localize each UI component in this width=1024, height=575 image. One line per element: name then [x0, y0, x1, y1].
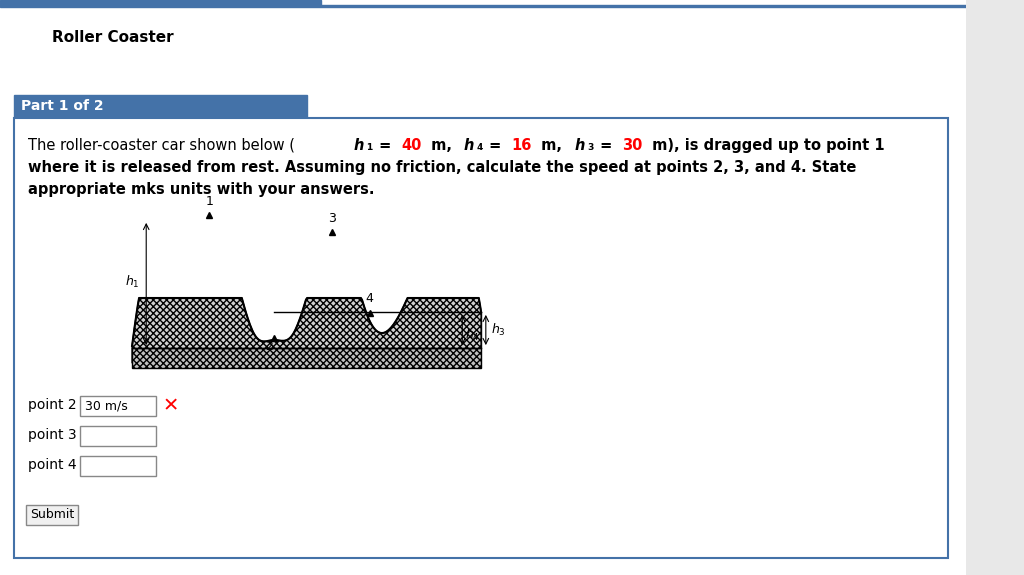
- Text: ₁: ₁: [366, 138, 373, 153]
- Text: $h_1$: $h_1$: [125, 274, 139, 290]
- Text: 40: 40: [401, 138, 422, 153]
- Text: =: =: [374, 138, 396, 153]
- Text: Submit: Submit: [30, 508, 74, 522]
- Text: $h_4$: $h_4$: [465, 327, 480, 343]
- Text: $h_3$: $h_3$: [490, 322, 505, 338]
- Bar: [80, 456, 156, 476]
- Text: =: =: [595, 138, 617, 153]
- Bar: [132, 348, 481, 368]
- Text: 30 m/s: 30 m/s: [85, 400, 128, 412]
- Text: Part 1 of 2: Part 1 of 2: [20, 99, 103, 113]
- Text: =: =: [484, 138, 507, 153]
- Text: point 4: point 4: [29, 458, 77, 472]
- Bar: [14, 118, 948, 558]
- Text: m), is dragged up to point 1: m), is dragged up to point 1: [646, 138, 885, 153]
- Text: h: h: [353, 138, 364, 153]
- Text: point 3: point 3: [29, 428, 77, 442]
- Bar: [0, 5, 966, 6]
- Text: m,: m,: [537, 138, 567, 153]
- Text: Roller Coaster: Roller Coaster: [52, 30, 173, 45]
- Text: ₃: ₃: [587, 138, 593, 153]
- Text: appropriate mks units with your answers.: appropriate mks units with your answers.: [29, 182, 375, 197]
- Text: where it is released from rest. Assuming no friction, calculate the speed at poi: where it is released from rest. Assuming…: [29, 160, 857, 175]
- Bar: [0, 0, 321, 5]
- Text: 4: 4: [366, 292, 374, 305]
- Bar: [80, 426, 156, 446]
- Text: 30: 30: [622, 138, 642, 153]
- Bar: [27, 505, 78, 525]
- Bar: [80, 396, 156, 416]
- Text: h: h: [574, 138, 585, 153]
- Text: ✕: ✕: [162, 397, 178, 416]
- Bar: [14, 95, 306, 117]
- Polygon shape: [401, 312, 481, 348]
- Polygon shape: [132, 298, 481, 363]
- Text: The roller-coaster car shown below (: The roller-coaster car shown below (: [29, 138, 295, 153]
- Text: 1: 1: [206, 195, 213, 208]
- Text: h: h: [464, 138, 474, 153]
- Text: 16: 16: [512, 138, 531, 153]
- Text: point 2: point 2: [29, 398, 77, 412]
- Text: 2: 2: [265, 340, 272, 353]
- Text: ₄: ₄: [476, 138, 483, 153]
- Text: 3: 3: [328, 212, 336, 225]
- Text: m,: m,: [426, 138, 457, 153]
